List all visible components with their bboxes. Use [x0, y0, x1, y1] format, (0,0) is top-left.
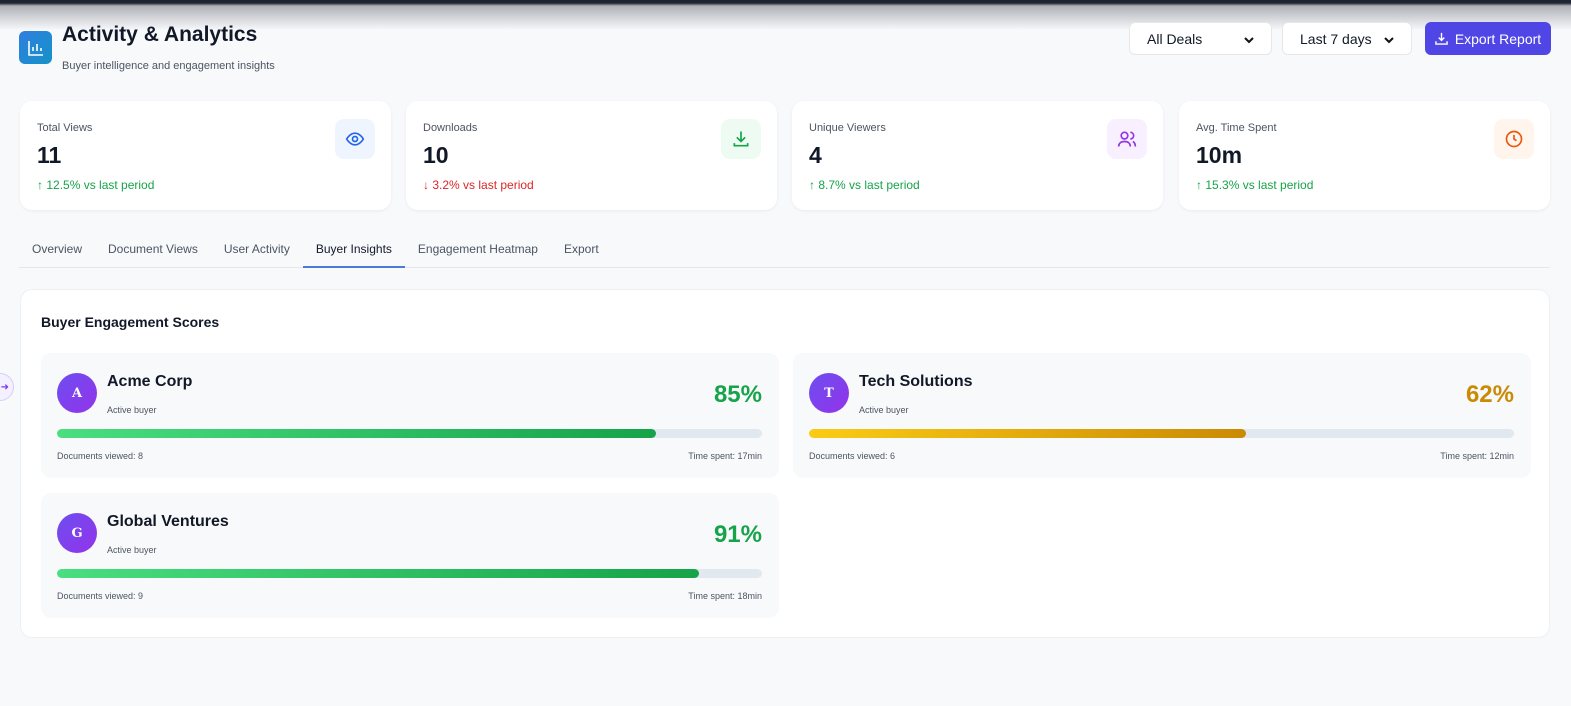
stat-change: ↑ 15.3% vs last period	[1196, 178, 1313, 192]
stat-card: Downloads 10 ↓ 3.2% vs last period	[406, 101, 777, 210]
engagement-progress-bar	[57, 429, 762, 438]
chevron-down-icon	[1244, 31, 1254, 47]
deal-filter-select[interactable]: All Deals	[1129, 22, 1272, 55]
deal-filter-value: All Deals	[1147, 30, 1203, 47]
buyer-engagement-panel: Buyer Engagement Scores A Acme Corp Acti…	[20, 289, 1550, 638]
engagement-score: 62%	[1465, 381, 1514, 408]
stat-change-text: 15.3% vs last period	[1205, 178, 1314, 192]
clock-icon	[1494, 119, 1534, 159]
arrow-up-icon: ↑	[37, 178, 43, 192]
tab-overview[interactable]: Overview	[32, 242, 83, 256]
buyer-status: Active buyer	[859, 405, 909, 415]
time-spent: Time spent: 12min	[1440, 451, 1514, 461]
panel-title: Buyer Engagement Scores	[41, 314, 220, 330]
stat-value: 4	[809, 142, 822, 168]
engagement-score: 91%	[713, 521, 762, 548]
stat-card: Total Views 11 ↑ 12.5% vs last period	[20, 101, 391, 210]
engagement-score: 85%	[713, 381, 762, 408]
stat-change: ↑ 8.7% vs last period	[809, 178, 920, 192]
page-subtitle: Buyer intelligence and engagement insigh…	[62, 60, 275, 72]
sidebar-expand-button[interactable]: ➜	[0, 373, 14, 401]
tab-export[interactable]: Export	[563, 242, 599, 256]
stat-change-text: 3.2% vs last period	[432, 178, 534, 192]
stat-label: Avg. Time Spent	[1196, 122, 1277, 134]
avatar: G	[57, 513, 97, 553]
buyer-name: Global Ventures	[107, 513, 229, 530]
stat-label: Unique Viewers	[809, 122, 886, 134]
stat-label: Downloads	[423, 122, 478, 134]
analytics-logo	[19, 31, 52, 64]
avatar: A	[57, 373, 97, 413]
engagement-progress-bar	[809, 429, 1514, 438]
time-spent: Time spent: 17min	[688, 451, 762, 461]
tab-bar: Overview Document Views User Activity Buyer…	[19, 235, 1550, 268]
bar-chart-icon	[27, 40, 43, 56]
avatar: T	[809, 373, 849, 413]
buyer-card: T Tech Solutions Active buyer 62% Docume…	[793, 353, 1531, 478]
documents-viewed: Documents viewed: 8	[57, 451, 144, 461]
tab-user-activity[interactable]: User Activity	[223, 242, 290, 256]
buyer-name: Tech Solutions	[859, 373, 973, 390]
eye-icon	[335, 119, 375, 159]
buyer-card: G Global Ventures Active buyer 91% Docum…	[41, 493, 779, 618]
download-icon	[721, 119, 761, 159]
progress-fill	[57, 569, 699, 578]
download-icon	[1435, 32, 1448, 45]
progress-fill	[809, 429, 1247, 438]
page-title: Activity & Analytics	[62, 23, 258, 46]
engagement-progress-bar	[57, 569, 762, 578]
buyer-status: Active buyer	[107, 545, 157, 555]
stat-change: ↓ 3.2% vs last period	[423, 178, 534, 192]
buyer-status: Active buyer	[107, 405, 157, 415]
time-spent: Time spent: 18min	[688, 591, 762, 601]
arrow-up-icon: ↑	[1196, 178, 1202, 192]
documents-viewed: Documents viewed: 9	[57, 591, 144, 601]
stat-label: Total Views	[37, 122, 93, 134]
stat-change: ↑ 12.5% vs last period	[37, 178, 154, 192]
period-filter-value: Last 7 days	[1300, 30, 1372, 47]
users-icon	[1107, 119, 1147, 159]
export-report-label: Export Report	[1454, 30, 1542, 47]
buyer-card: A Acme Corp Active buyer 85% Documents v…	[41, 353, 779, 478]
tab-document-views[interactable]: Document Views	[108, 242, 198, 256]
arrow-down-icon: ↓	[423, 178, 429, 192]
documents-viewed: Documents viewed: 6	[809, 451, 896, 461]
progress-fill	[57, 429, 657, 438]
stat-change-text: 8.7% vs last period	[818, 178, 920, 192]
chevron-down-icon	[1384, 31, 1394, 47]
tab-engagement-heatmap[interactable]: Engagement Heatmap	[417, 242, 538, 256]
stat-card: Unique Viewers 4 ↑ 8.7% vs last period	[792, 101, 1163, 210]
stat-change-text: 12.5% vs last period	[46, 178, 155, 192]
stat-card: Avg. Time Spent 10m ↑ 15.3% vs last peri…	[1179, 101, 1550, 210]
tab-buyer-insights[interactable]: Buyer Insights	[302, 235, 405, 268]
export-report-button[interactable]: Export Report	[1425, 22, 1551, 55]
period-filter-select[interactable]: Last 7 days	[1282, 22, 1412, 55]
stat-value: 10m	[1196, 142, 1243, 168]
arrow-right-icon: ➜	[0, 381, 9, 393]
arrow-up-icon: ↑	[809, 178, 815, 192]
buyer-name: Acme Corp	[107, 373, 193, 390]
stat-value: 11	[37, 142, 62, 168]
stat-value: 10	[423, 142, 449, 168]
